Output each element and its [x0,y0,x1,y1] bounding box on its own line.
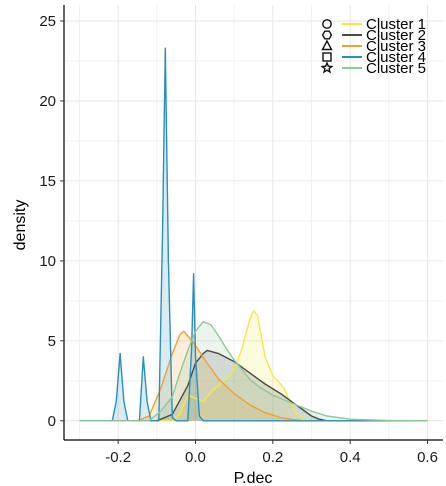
legend-item-cluster-1: Cluster 1 [322,16,426,33]
legend-item-cluster-5: Cluster 5 [320,60,426,77]
density-lines [79,47,428,422]
x-tick-label: 0.6 [417,449,438,466]
density-areas [112,48,428,421]
y-tick-label: 25 [39,13,56,30]
cluster-3-area [137,331,304,421]
legend-label: Cluster 5 [366,60,426,77]
y-tick-label: 10 [39,253,56,270]
grid [64,5,443,440]
legend-label: Cluster 3 [366,38,426,55]
cluster-2-area [156,350,327,421]
cluster-1-line [79,309,428,422]
x-tick-label: -0.2 [105,449,131,466]
y-tick-label: 5 [48,333,56,350]
plot-panel [64,5,443,440]
legend-item-cluster-2: Cluster 2 [321,27,426,44]
y-tick-label: 0 [48,413,56,430]
square-marker-icon [322,52,332,62]
star-marker-icon [320,61,334,74]
cluster-4-area [112,48,204,421]
legend-label: Cluster 4 [366,49,426,66]
cluster-5-line [79,321,428,422]
triangle-marker-icon [321,39,333,51]
x-tick-label: 0.4 [340,449,361,466]
cluster-5-area [149,321,428,421]
legend-label: Cluster 1 [366,16,426,33]
circle-marker-icon [322,19,332,29]
ticks: -0.2 0.0 0.2 0.4 0.6 0 5 10 15 20 25 [39,13,438,466]
x-axis-title: P.dec [234,470,273,486]
hexagon-marker-icon [321,30,333,40]
cluster-4-line [79,47,428,422]
legend-item-cluster-3: Cluster 3 [321,38,426,55]
x-tick-label: 0.0 [185,449,206,466]
y-tick-label: 20 [39,93,56,110]
legend-item-cluster-4: Cluster 4 [322,49,426,66]
legend-label: Cluster 2 [366,27,426,44]
x-tick-label: 0.2 [262,449,283,466]
axes [63,5,443,441]
cluster-2-line [79,349,428,422]
cluster-1-area [172,310,312,421]
y-tick-label: 15 [39,173,56,190]
y-axis-title: density [12,200,29,251]
